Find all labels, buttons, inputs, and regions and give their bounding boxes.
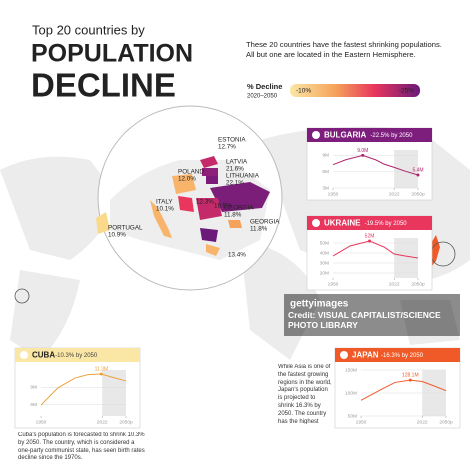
value-label: 128.1M: [402, 372, 419, 378]
panel-header: [15, 348, 140, 362]
map-label-value: 22.1%: [226, 180, 244, 187]
x-tick-label: 1950: [356, 419, 367, 425]
note-box: While Asia is one of the fastest growing…: [278, 364, 332, 424]
map-label-name: ESTONIA: [218, 137, 246, 144]
x-tick-label: 2050p: [411, 281, 425, 287]
y-tick-label: 20M: [320, 270, 329, 276]
description-box: These 20 countries have the fastest shri…: [246, 40, 442, 59]
kicker: Top 20 countries by: [32, 22, 145, 37]
y-tick-label: 3M: [322, 185, 329, 191]
map-label-name: GEORGIA: [250, 219, 280, 226]
value-label: 11.3M: [95, 366, 109, 372]
point: [408, 378, 412, 382]
y-tick-label: 6M: [30, 402, 37, 408]
y-tick-label: 150M: [345, 367, 357, 373]
x-tick-label: 2022: [97, 419, 108, 425]
legend-min: -10%: [296, 88, 311, 95]
flag-icon: [20, 351, 28, 359]
panel-name: JAPAN: [352, 351, 379, 360]
population-line: [40, 373, 127, 406]
panel-note: Cuba's population is forecasted to shrin…: [18, 432, 145, 462]
y-tick-label: 9M: [30, 385, 37, 391]
x-tick-label: 2022: [417, 419, 428, 425]
map-label-value: 12.3%: [196, 199, 214, 206]
panel-subtitle: -10.3% by 2050: [55, 353, 98, 359]
title-line-1: POPULATION: [31, 40, 193, 68]
panel-subtitle: -19.5% by 2050: [365, 221, 408, 227]
watermark-brand: gettyimages: [290, 299, 349, 310]
population-line: [332, 240, 419, 259]
map-label-name: POLAND: [178, 169, 204, 176]
x-tick-label: 2022: [389, 191, 400, 197]
panel-header: [307, 216, 432, 230]
flag-icon: [312, 219, 320, 227]
value-label: 9.0M: [357, 148, 368, 154]
map-label-value: 12.0%: [178, 176, 196, 183]
y-tick-label: 50M: [320, 240, 329, 246]
y-tick-label: 9M: [322, 153, 329, 159]
x-tick-label: 1950: [36, 419, 47, 425]
point: [416, 173, 420, 177]
map-label-name: ITALY: [156, 199, 173, 206]
watermark-credit: Credit: VISUAL CAPITALIST/SCIENCE PHOTO …: [288, 310, 441, 331]
map-label-value: 11.8%: [224, 212, 242, 219]
map-label-value: 13.4%: [228, 252, 246, 259]
panel-name: UKRAINE: [324, 219, 361, 228]
map-label-value: 12.7%: [218, 144, 236, 151]
y-tick-label: 50M: [348, 413, 357, 419]
point: [368, 239, 372, 243]
panel-header: [335, 348, 460, 362]
panel-name: CUBA: [32, 351, 55, 360]
legend-gradient: [290, 84, 420, 97]
x-tick-label: 2050p: [411, 191, 425, 197]
watermark-box: [284, 294, 460, 336]
x-tick-label: 2050p: [439, 419, 453, 425]
panel-header: [307, 128, 432, 142]
flag-icon: [340, 351, 348, 359]
description: These 20 countries have the fastest shri…: [246, 40, 442, 59]
x-tick-label: 2050p: [119, 419, 133, 425]
watermark-credit-box: Credit: VISUAL CAPITALIST/SCIENCE PHOTO …: [288, 310, 441, 331]
map-label-value: 11.8%: [250, 226, 268, 233]
map-label-name: LATVIA: [226, 159, 248, 166]
population-line: [332, 154, 419, 176]
europe-map: [96, 156, 270, 260]
note-box: Cuba's population is forecasted to shrin…: [18, 432, 145, 462]
projection-band: [394, 238, 418, 278]
map-label-value: 10.1%: [156, 206, 174, 213]
x-tick-label: 1950: [328, 281, 339, 287]
map-label-name: LITHUANIA: [226, 173, 260, 180]
panel-name: BULGARIA: [324, 131, 366, 140]
cuba-marker: [14, 288, 30, 304]
y-tick-label: 30M: [320, 260, 329, 266]
projection-band: [102, 370, 126, 416]
legend-title: % Decline: [247, 82, 282, 91]
point: [361, 153, 365, 157]
legend-max: -25%: [399, 88, 414, 95]
projection-band: [394, 150, 418, 188]
point: [99, 372, 103, 376]
map-label-name: PORTUGAL: [108, 225, 143, 232]
map-label-name: GEORGIA: [224, 205, 254, 212]
x-tick-label: 2022: [389, 281, 400, 287]
panel-subtitle: -22.5% by 2050: [370, 133, 413, 139]
x-tick-label: 1950: [328, 191, 339, 197]
map-label-value: 21.6%: [226, 166, 244, 173]
map-label-value: 10.9%: [108, 232, 126, 239]
y-tick-label: 40M: [320, 250, 329, 256]
y-tick-label: 100M: [345, 390, 357, 396]
legend-subtitle: 2020–2050: [247, 94, 278, 100]
flag-icon: [312, 131, 320, 139]
value-label: 5.4M: [412, 167, 423, 173]
value-label: 52M: [365, 233, 375, 239]
panel-note: While Asia is one of the fastest growing…: [278, 364, 332, 424]
map-label-value: 19.5%: [214, 203, 232, 210]
y-tick-label: 6M: [322, 169, 329, 175]
title-line-2: DECLINE: [31, 67, 176, 104]
panel-subtitle: -16.3% by 2050: [381, 353, 424, 359]
